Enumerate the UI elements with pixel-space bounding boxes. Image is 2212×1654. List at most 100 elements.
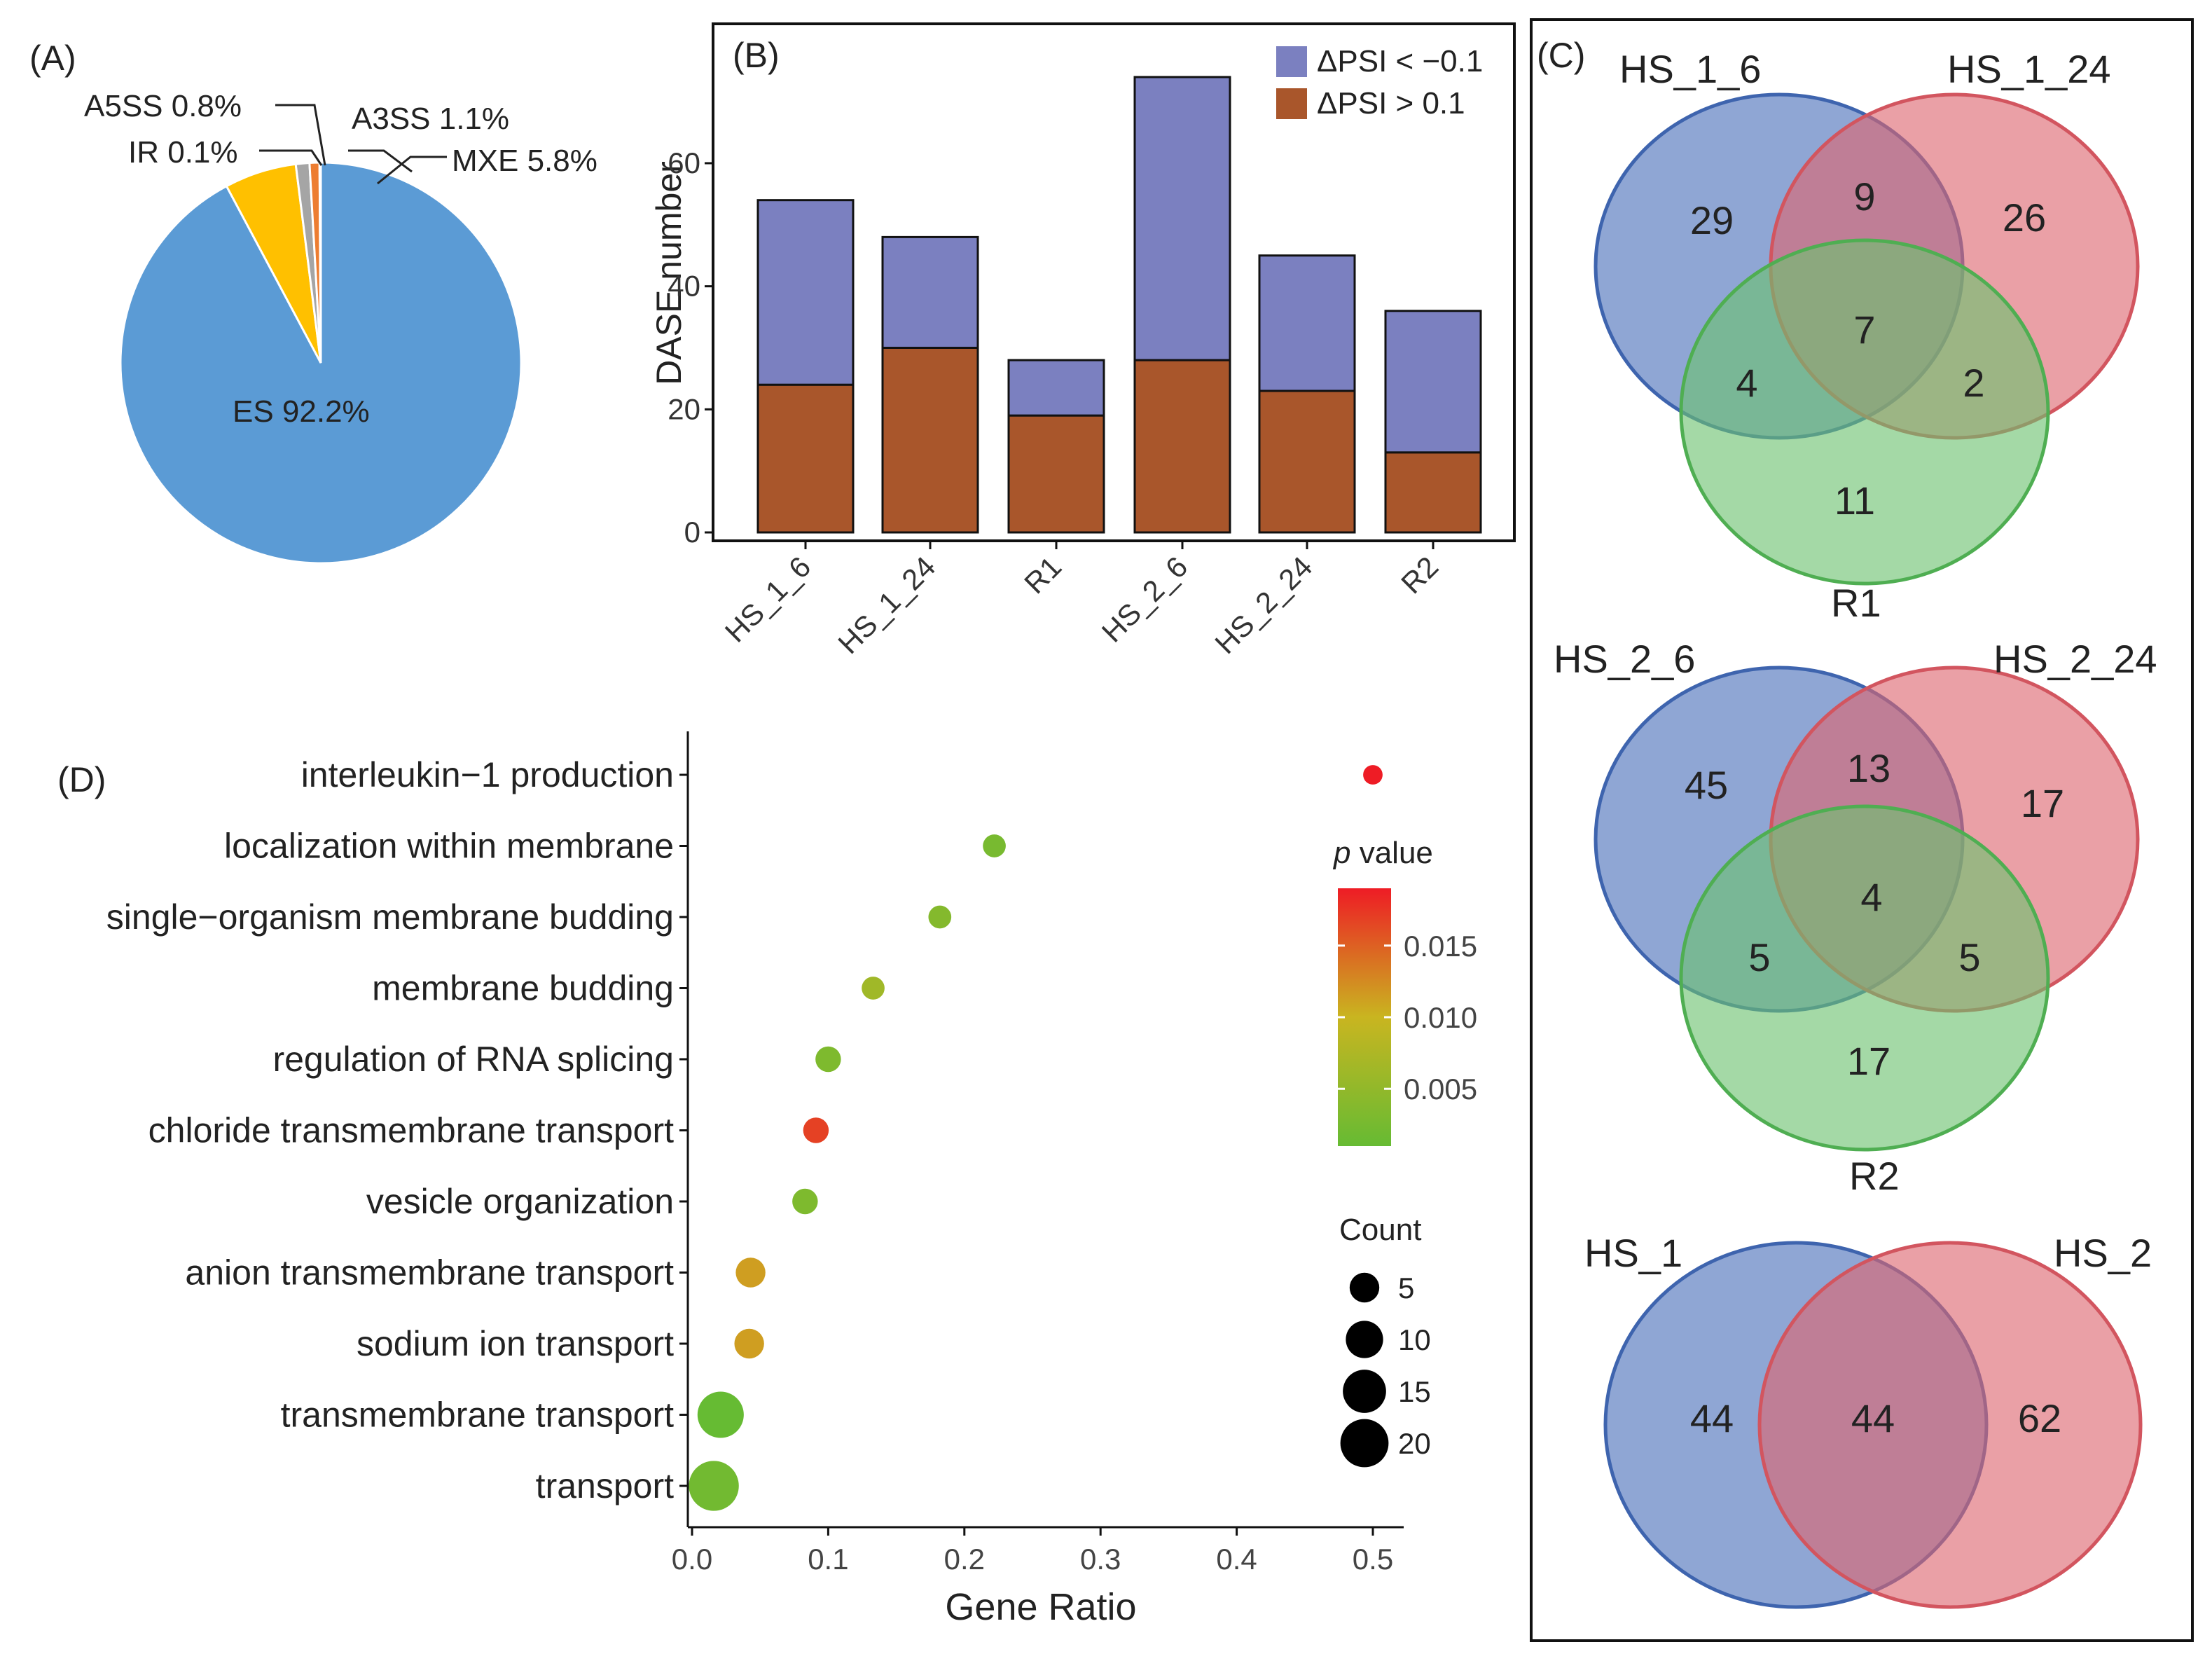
bar-x-tick-label-hs_2_6: HS_2_6	[1095, 550, 1194, 649]
count-legend-title: Count	[1339, 1213, 1421, 1247]
term-label-8: sodium ion transport	[357, 1324, 674, 1363]
dot-point-6	[792, 1188, 818, 1215]
p-value-colorbar	[1338, 888, 1391, 1146]
panel-c-label: (C)	[1537, 36, 1585, 75]
panel-c: (C) HS_1_6 HS_1_24 R1 29 26 11 9 4 2 7 H…	[1530, 18, 2194, 1642]
bar-hs_2_6-series-0	[1133, 359, 1231, 534]
leader-mxe	[377, 156, 447, 185]
venn-1-ab: 9	[1853, 174, 1875, 219]
term-label-4: regulation of RNA splicing	[272, 1040, 674, 1079]
venn-3-set-a-name: HS_1	[1584, 1231, 1682, 1275]
pie-label-ir: IR 0.1%	[128, 135, 238, 170]
venn-1-only-c: 11	[1834, 478, 1875, 523]
p-tick-label-2: 0.015	[1404, 930, 1477, 963]
dot-point-10	[689, 1461, 739, 1511]
bar-x-tick-label-r1: R1	[1018, 550, 1067, 600]
venn-1-ac: 4	[1736, 361, 1757, 405]
p-tick-label-0: 0.005	[1404, 1073, 1477, 1105]
bar-r2-series-0	[1384, 451, 1482, 534]
legend-swatch-neg	[1276, 46, 1307, 77]
bar-y-tick-label-20: 20	[668, 392, 700, 425]
count-legend: Count 5 10 15 20	[1339, 1213, 1431, 1468]
term-label-0: interleukin−1 production	[301, 755, 674, 794]
bar-y-axis-title: DASE number	[649, 161, 689, 385]
dot-x-tick-label-4: 0.4	[1216, 1543, 1257, 1576]
dot-point-7	[735, 1257, 766, 1288]
bar-y-tick-label-40: 40	[668, 270, 700, 303]
dot-x-ticks: 0.0 0.1 0.2 0.3 0.4 0.5	[672, 1527, 1393, 1576]
venn-panel-frame	[1530, 18, 2194, 1642]
dot-point-2	[928, 905, 952, 929]
term-label-6: vesicle organization	[366, 1182, 674, 1221]
legend-label-pos: ΔPSI > 0.1	[1317, 86, 1465, 120]
venn-3-only-b: 62	[2018, 1396, 2061, 1440]
count-legend-dot-5	[1349, 1272, 1380, 1303]
term-label-9: transmembrane transport	[281, 1395, 674, 1435]
bar-hs_2_24-series-0	[1258, 390, 1356, 534]
term-label-5: chloride transmembrane transport	[148, 1111, 674, 1150]
count-legend-label-10: 10	[1398, 1323, 1431, 1356]
count-legend-dot-20	[1340, 1419, 1389, 1468]
pie-chart	[119, 161, 523, 565]
bar-x-tick-label-hs_2_24: HS_2_24	[1208, 550, 1318, 660]
p-tick-label-1: 0.010	[1404, 1001, 1477, 1034]
bar-hs_1_24-series-1	[881, 235, 979, 349]
dot-x-tick-label-0: 0.0	[672, 1543, 712, 1576]
dot-points	[689, 765, 1383, 1511]
pie-label-a3ss: A3SS 1.1%	[352, 102, 509, 136]
dot-x-tick-label-2: 0.2	[944, 1543, 985, 1576]
dot-point-5	[803, 1117, 829, 1143]
bar-hs_1_24-series-0	[881, 346, 979, 534]
count-legend-dot-10	[1346, 1321, 1383, 1358]
bar-plot-frame	[712, 22, 1516, 542]
venn-2-only-c: 17	[1847, 1039, 1890, 1083]
venn-2-set-b-name: HS_2_24	[1993, 637, 2157, 681]
dot-x-tick-label-3: 0.3	[1080, 1543, 1121, 1576]
pie-slice-ir	[318, 161, 322, 364]
panel-d-label: (D)	[57, 760, 106, 799]
count-legend-label-5: 5	[1398, 1271, 1414, 1304]
bar-r1-series-1	[1007, 359, 1105, 417]
count-legend-label-20: 20	[1398, 1427, 1431, 1460]
bar-y-ticks: 0 20 40 60	[668, 146, 713, 549]
venn-1-abc: 7	[1853, 308, 1875, 352]
p-value-legend-title: p value	[1332, 836, 1433, 870]
bar-legend: ΔPSI < −0.1 ΔPSI > 0.1	[1276, 44, 1483, 120]
panel-d: (D) interleukin−1 production localization…	[57, 731, 1477, 1628]
dot-x-tick-label-1: 0.1	[808, 1543, 848, 1576]
legend-label-neg: ΔPSI < −0.1	[1317, 44, 1483, 78]
venn-1-set-b-name: HS_1_24	[1947, 47, 2111, 91]
venn-1-only-b: 26	[2003, 195, 2046, 240]
panel-b-label: (B)	[733, 36, 780, 75]
bar-x-ticks: HS_1_6 HS_1_24 R1 HS_2_6 HS_2_24 R2	[719, 541, 1444, 660]
bar-x-tick-label-r2: R2	[1395, 550, 1444, 600]
dot-point-9	[697, 1391, 744, 1438]
pie-label-es: ES 92.2%	[233, 394, 370, 429]
term-label-3: membrane budding	[372, 969, 674, 1008]
count-legend-dot-15	[1343, 1370, 1386, 1413]
pie-label-mxe: MXE 5.8%	[452, 144, 597, 178]
venn-3: HS_1 HS_2 44 44 62	[1584, 1231, 2152, 1609]
count-legend-items: 5 10 15 20	[1340, 1271, 1431, 1468]
venn-2-ab: 13	[1847, 746, 1890, 790]
venn-3-only-a: 44	[1690, 1396, 1734, 1440]
venn-1-only-a: 29	[1690, 198, 1734, 242]
term-label-1: localization within membrane	[224, 827, 674, 866]
panel-a-label: (A)	[29, 39, 76, 78]
bar-series	[756, 76, 1482, 534]
legend-swatch-pos	[1276, 88, 1307, 119]
venn-1-circle-c	[1679, 238, 2050, 586]
bar-x-tick-label-hs_1_6: HS_1_6	[719, 550, 817, 649]
dot-point-8	[734, 1328, 764, 1359]
term-label-7: anion transmembrane transport	[185, 1253, 674, 1293]
venn-2-set-c-name: R2	[1849, 1154, 1900, 1198]
venn-1-bc: 2	[1963, 361, 1984, 405]
venn-3-ab: 44	[1851, 1396, 1895, 1440]
venn-2-ac: 5	[1748, 935, 1770, 979]
bar-r2-series-1	[1384, 310, 1482, 454]
term-label-2: single−organism membrane budding	[106, 897, 674, 937]
term-label-10: transport	[536, 1466, 674, 1505]
dot-point-0	[1363, 765, 1383, 785]
dot-term-labels: interleukin−1 production localization wit…	[106, 755, 688, 1505]
